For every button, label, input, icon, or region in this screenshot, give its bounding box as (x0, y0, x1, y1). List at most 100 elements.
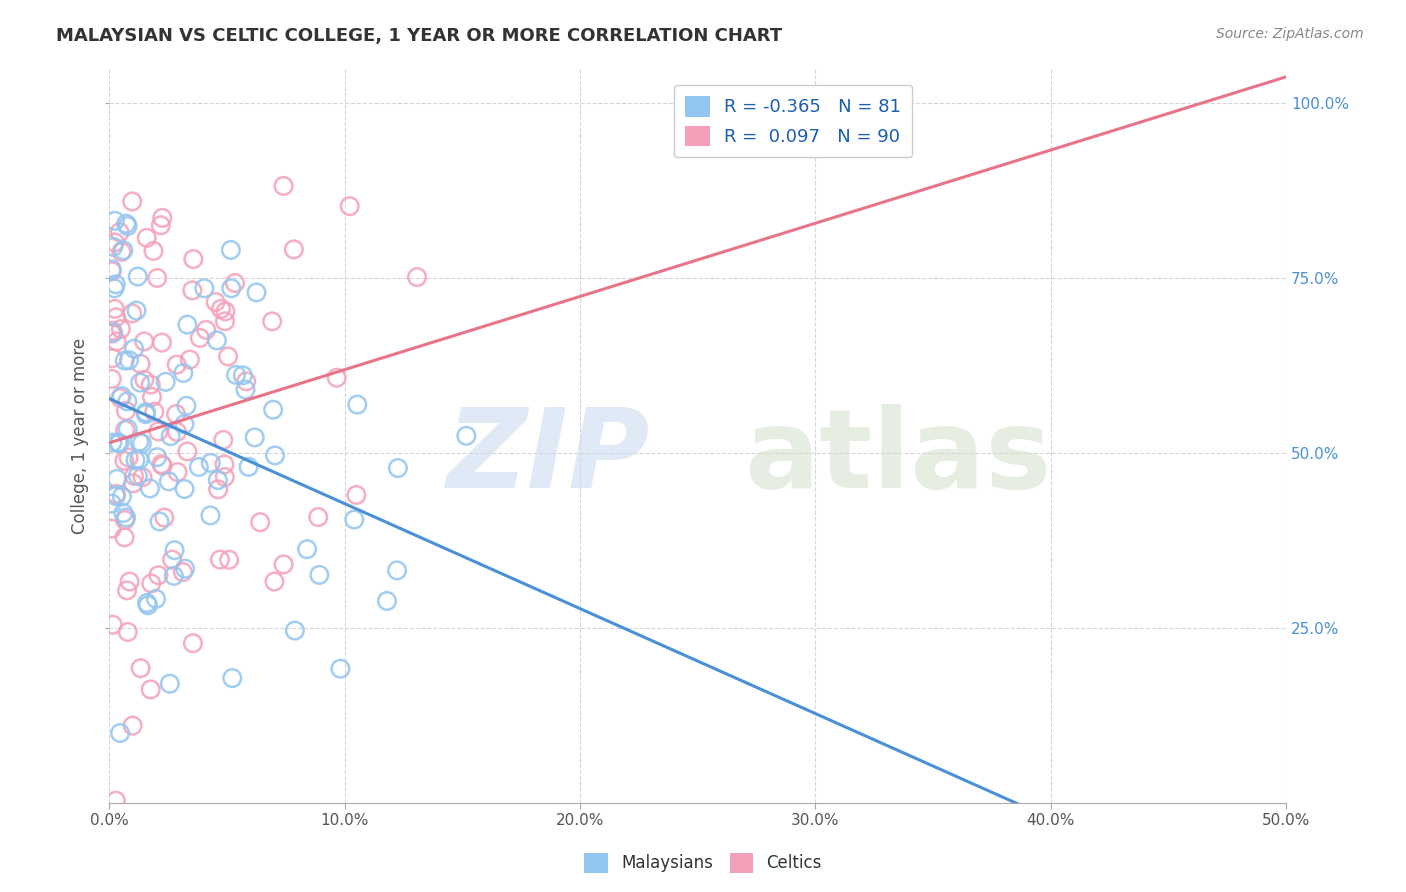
Point (139, 377, 162, 392)
Point (174, 561, 197, 575)
Point (225, 368, 247, 382)
Point (375, 594, 398, 608)
Point (104, 794, 127, 808)
Point (118, 353, 141, 368)
Point (166, 358, 188, 372)
Point (100, 262, 122, 277)
Point (262, 314, 284, 328)
Point (148, 425, 170, 439)
Point (100, 326, 122, 341)
Point (235, 375, 257, 389)
Point (115, 404, 138, 418)
Point (200, 508, 222, 523)
Point (207, 483, 229, 497)
Point (136, 599, 159, 613)
Point (214, 458, 236, 472)
Point (209, 301, 232, 316)
Point (127, 269, 149, 284)
Point (141, 390, 163, 404)
Point (160, 552, 183, 566)
Point (114, 530, 136, 544)
Point (108, 225, 131, 239)
Point (238, 459, 260, 474)
Point (173, 417, 195, 431)
Point (146, 271, 169, 285)
Point (104, 277, 127, 292)
Point (112, 506, 135, 520)
Point (221, 671, 243, 685)
Point (283, 243, 305, 257)
Point (187, 459, 209, 474)
Point (131, 470, 153, 484)
Point (263, 574, 285, 589)
Point (143, 405, 166, 419)
Point (245, 285, 267, 300)
Point (193, 281, 215, 295)
Point (111, 389, 134, 403)
Text: MALAYSIAN VS CELTIC COLLEGE, 1 YEAR OR MORE CORRELATION CHART: MALAYSIAN VS CELTIC COLLEGE, 1 YEAR OR M… (56, 27, 782, 45)
Point (105, 310, 128, 325)
Legend: R = -0.365   N = 81, R =  0.097   N = 90: R = -0.365 N = 81, R = 0.097 N = 90 (673, 85, 912, 157)
Point (163, 543, 186, 558)
Point (117, 394, 139, 409)
Point (273, 558, 295, 572)
Point (153, 510, 176, 524)
Point (387, 461, 409, 475)
Point (108, 726, 131, 740)
Point (325, 370, 347, 384)
Point (115, 510, 138, 524)
Point (273, 178, 295, 193)
Point (165, 407, 187, 421)
Point (121, 718, 143, 732)
Point (117, 219, 139, 233)
Point (284, 624, 307, 638)
Point (176, 399, 198, 413)
Point (308, 567, 330, 582)
Point (125, 303, 148, 318)
Point (346, 398, 368, 412)
Text: Source: ZipAtlas.com: Source: ZipAtlas.com (1216, 27, 1364, 41)
Point (115, 583, 138, 598)
Point (339, 199, 361, 213)
Point (148, 568, 170, 582)
Point (129, 661, 152, 675)
Point (111, 490, 134, 504)
Point (101, 351, 124, 366)
Point (121, 306, 143, 320)
Point (172, 565, 194, 579)
Point (207, 473, 229, 487)
Point (217, 350, 239, 364)
Point (114, 513, 136, 527)
Point (159, 676, 181, 690)
Point (122, 469, 145, 483)
Point (115, 855, 138, 869)
Point (136, 596, 159, 610)
Point (100, 522, 122, 536)
Point (128, 452, 150, 467)
Point (117, 422, 139, 436)
Point (101, 435, 124, 450)
Point (124, 453, 146, 467)
Point (176, 444, 198, 458)
Point (110, 244, 132, 259)
Point (150, 211, 173, 225)
Point (208, 552, 231, 566)
Point (110, 391, 132, 405)
Point (110, 322, 132, 336)
Point (118, 574, 141, 589)
Point (108, 436, 131, 450)
Point (176, 318, 198, 332)
Point (134, 373, 156, 387)
Point (115, 217, 138, 231)
Point (219, 243, 242, 257)
Point (235, 383, 257, 397)
Point (129, 357, 152, 371)
Point (243, 430, 266, 444)
Point (157, 475, 180, 489)
Point (101, 324, 124, 338)
Point (100, 372, 122, 386)
Point (122, 476, 145, 491)
Text: ZIP: ZIP (447, 404, 651, 511)
Point (385, 563, 408, 577)
Point (172, 366, 194, 380)
